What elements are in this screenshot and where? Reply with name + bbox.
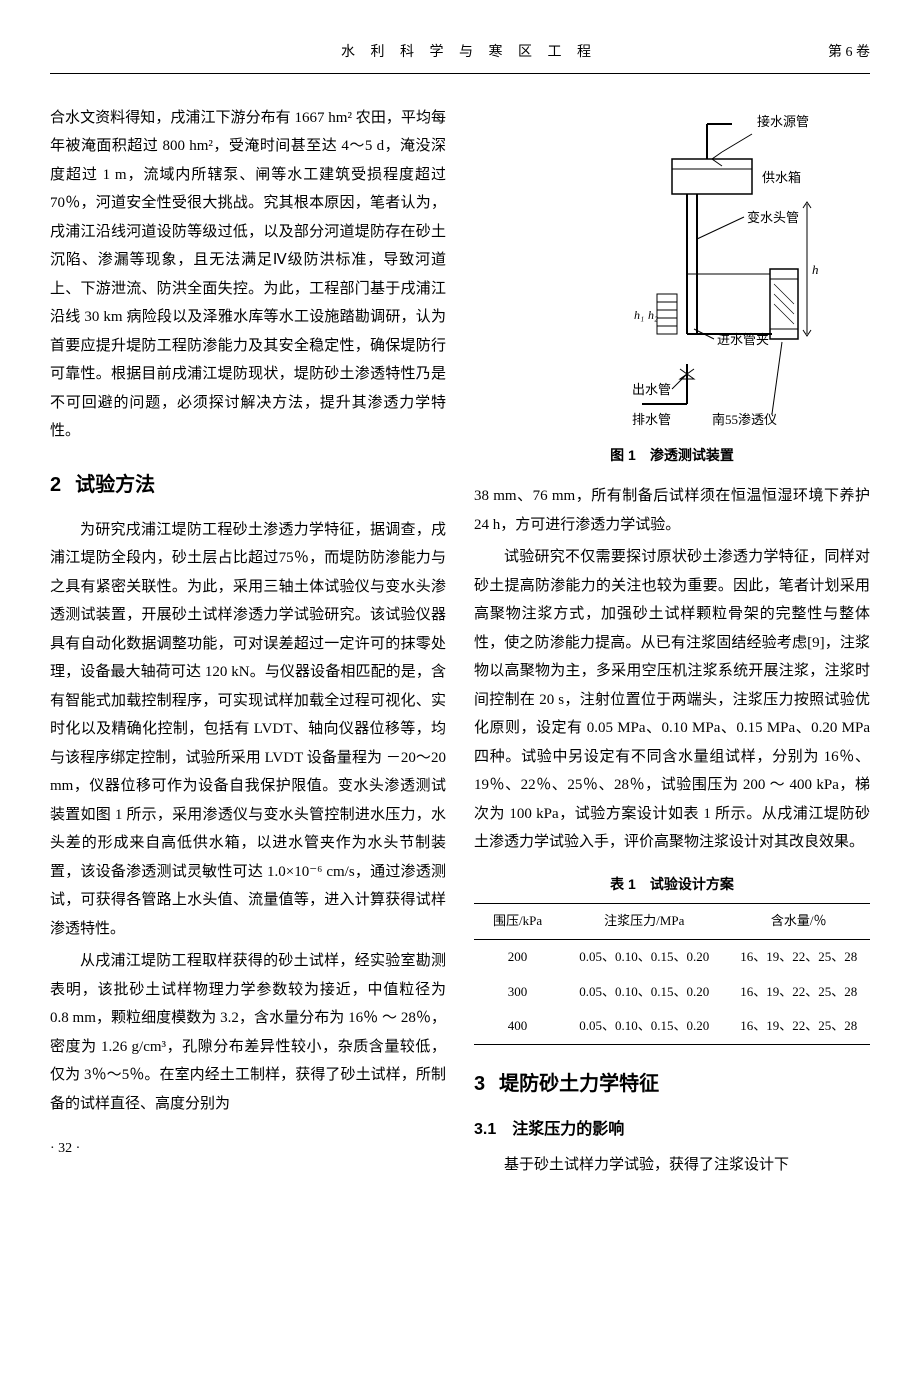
label-h1: h₁ xyxy=(634,308,644,322)
page-number: · 32 · xyxy=(50,1136,446,1163)
permeability-apparatus-diagram: 接水源管 供水箱 变水头管 xyxy=(522,104,822,434)
subsection-3-1-title: 注浆压力的影响 xyxy=(512,1121,624,1138)
label-outlet: 出水管 xyxy=(632,382,671,397)
section-2-heading: 2 试验方法 xyxy=(50,466,446,504)
section-3-heading: 3 堤防砂土力学特征 xyxy=(474,1065,870,1103)
table-row: 400 0.05、0.10、0.15、0.20 16、19、22、25、28 xyxy=(474,1009,870,1044)
figure-1: 接水源管 供水箱 变水头管 xyxy=(474,104,870,469)
table-row: 200 0.05、0.10、0.15、0.20 16、19、22、25、28 xyxy=(474,939,870,974)
subsection-3-1-heading: 3.1 注浆压力的影响 xyxy=(474,1115,870,1145)
section-3-number: 3 xyxy=(474,1073,485,1095)
left-column: 合水文资料得知，戌浦江下游分布有 1667 hm² 农田，平均每年被淹面积超过 … xyxy=(50,104,446,1184)
table-row: 300 0.05、0.10、0.15、0.20 16、19、22、25、28 xyxy=(474,975,870,1010)
label-tank: 供水箱 xyxy=(762,170,801,185)
journal-title: 水 利 科 学 与 寒 区 工 程 xyxy=(110,40,828,67)
table-header-row: 围压/kPa 注浆压力/MPa 含水量/％ xyxy=(474,904,870,940)
col-grouting-pressure: 注浆压力/MPa xyxy=(561,904,727,940)
intro-paragraph: 合水文资料得知，戌浦江下游分布有 1667 hm² 农田，平均每年被淹面积超过 … xyxy=(50,104,446,446)
label-h: h xyxy=(812,262,819,277)
table-1-caption: 表 1 试验设计方案 xyxy=(474,871,870,898)
page-header: 水 利 科 学 与 寒 区 工 程 第 6 卷 xyxy=(50,40,870,74)
issue-label: 第 6 卷 xyxy=(828,40,870,67)
figure-1-caption: 图 1 渗透测试装置 xyxy=(474,442,870,469)
label-h2: h₂ xyxy=(648,308,658,322)
label-drain: 排水管 xyxy=(632,412,671,427)
right-column: 接水源管 供水箱 变水头管 xyxy=(474,104,870,1184)
label-water-source: 接水源管 xyxy=(757,114,809,129)
method-paragraph-1: 为研究戌浦江堤防工程砂土渗透力学特征，据调查，戌浦江堤防全段内，砂土层占比超过7… xyxy=(50,516,446,944)
method-paragraph-2: 从戌浦江堤防工程取样获得的砂土试样，经实验室勘测表明，该批砂土试样物理力学参数较… xyxy=(50,947,446,1118)
label-var-head: 变水头管 xyxy=(747,210,799,225)
after-figure-paragraph: 38 mm、76 mm，所有制备后试样须在恒温恒湿环境下养护 24 h，方可进行… xyxy=(474,482,870,539)
section-3-title: 堤防砂土力学特征 xyxy=(499,1073,659,1095)
label-permeameter: 南55渗透仪 xyxy=(712,412,777,427)
subsection-3-1-number: 3.1 xyxy=(474,1121,496,1138)
col-confining-pressure: 围压/kPa xyxy=(474,904,561,940)
section-2-number: 2 xyxy=(50,474,61,496)
table-1: 围压/kPa 注浆压力/MPa 含水量/％ 200 0.05、0.10、0.15… xyxy=(474,903,870,1045)
two-column-layout: 合水文资料得知，戌浦江下游分布有 1667 hm² 农田，平均每年被淹面积超过 … xyxy=(50,104,870,1184)
section-2-title: 试验方法 xyxy=(75,474,155,496)
subsection-3-1-paragraph: 基于砂土试样力学试验，获得了注浆设计下 xyxy=(474,1151,870,1180)
col-water-content: 含水量/％ xyxy=(727,904,870,940)
research-paragraph: 试验研究不仅需要探讨原状砂土渗透力学特征，同样对砂土提高防渗能力的关注也较为重要… xyxy=(474,543,870,857)
